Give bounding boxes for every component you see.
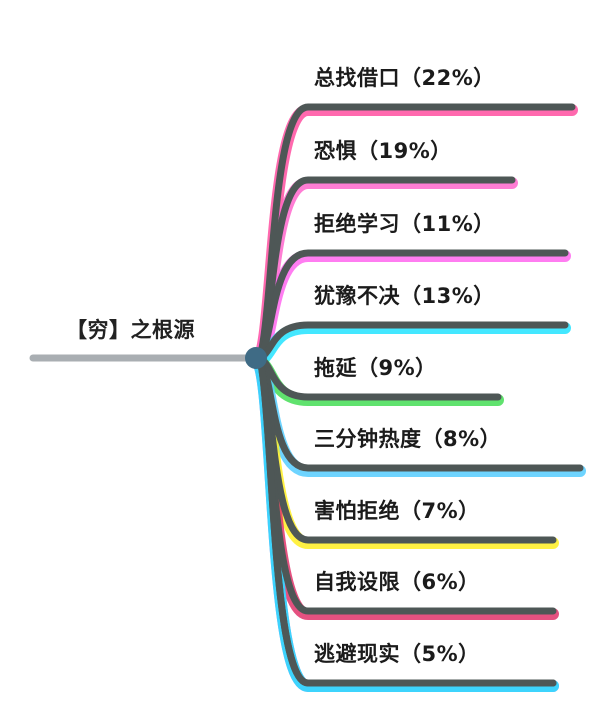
branch-label-3: 拒绝学习（11%） bbox=[314, 212, 495, 236]
root-label: 【穷】之根源 bbox=[66, 318, 195, 342]
branch-line-10 bbox=[252, 354, 557, 687]
root-node-circle bbox=[245, 347, 267, 369]
branch-label-1: 总找借口（22%） bbox=[314, 66, 495, 90]
branch-label-9: 逃避现实（5%） bbox=[314, 642, 480, 666]
branch-label-4: 犹豫不决（13%） bbox=[314, 284, 495, 308]
branch-line-layer bbox=[252, 103, 584, 687]
branch-label-8: 自我设限（6%） bbox=[314, 570, 480, 594]
branch-label-2: 恐惧（19%） bbox=[314, 139, 452, 163]
branch-label-7: 害怕拒绝（7%） bbox=[314, 499, 480, 523]
branch-label-6: 三分钟热度（8%） bbox=[314, 427, 502, 451]
branch-label-5: 拖延（9%） bbox=[314, 356, 437, 380]
